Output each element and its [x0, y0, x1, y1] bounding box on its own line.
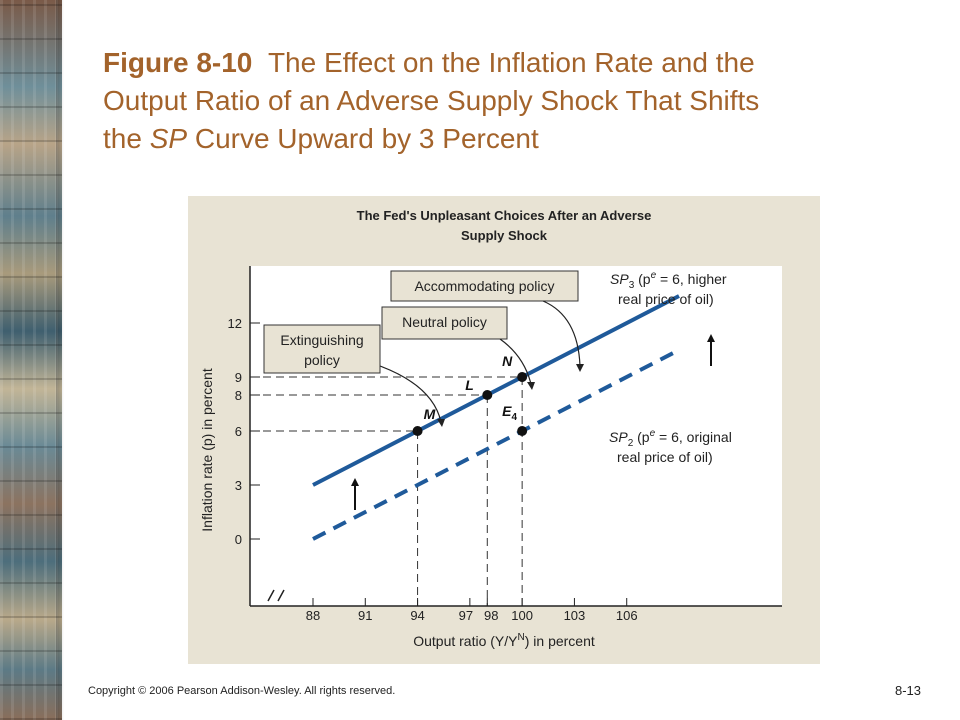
sp3-label-line-1: SP3 (pe = 6, higher — [610, 270, 727, 291]
y-tick-label: 9 — [235, 370, 242, 385]
point-l — [482, 390, 493, 400]
axis-labels: Output ratio (Y/YN) in percent Inflation … — [199, 368, 595, 649]
accommodating-callout-text: Accommodating policy — [414, 278, 554, 294]
figure-number: Figure 8-10 — [103, 47, 253, 78]
x-tick-label: 106 — [616, 608, 638, 623]
sp3-label-superscript: e — [651, 270, 657, 281]
y-tick-label: 12 — [228, 316, 242, 331]
accommodating-callout-box — [390, 270, 579, 302]
title-line-3-post: Curve Upward by 3 Percent — [187, 123, 539, 154]
neutral-pointer-path — [499, 338, 532, 385]
slide-title: Figure 8-10 The Effect on the Inflation … — [103, 44, 903, 158]
title-line-3: the SP Curve Upward by 3 Percent — [103, 120, 903, 158]
y-tick-label: 6 — [235, 424, 242, 439]
x-axis-label-superscript: N — [518, 632, 525, 643]
neutral-pointer-head — [527, 382, 535, 390]
copyright-footer: Copyright © 2006 Pearson Addison-Wesley.… — [88, 685, 396, 697]
x-tick-label: 88 — [306, 608, 320, 623]
plot-area — [250, 266, 782, 606]
sp3-label-text-end: = 6, higher — [656, 271, 727, 287]
sp2-label-sp: SP — [609, 429, 628, 445]
x-tick-label: 94 — [410, 608, 424, 623]
figure-panel: The Fed's Unpleasant Choices After an Ad… — [188, 196, 820, 664]
point-e — [517, 426, 528, 436]
axis-break-mark-2 — [277, 589, 285, 602]
extinguishing-callout-box — [263, 324, 381, 374]
sp2-label-line-2: real price of oil) — [617, 449, 713, 465]
point-label-n: N — [502, 353, 513, 369]
y-tick-label: 8 — [235, 388, 242, 403]
y-tick-label: 3 — [235, 478, 242, 493]
axis-break-mark-1 — [267, 589, 275, 602]
x-axis-label-end: ) in percent — [525, 633, 595, 649]
point-label-l: L — [465, 377, 474, 393]
y-axis-label: Inflation rate (p) in percent — [199, 368, 215, 532]
shift-arrow-right-head — [707, 334, 715, 342]
tick-labels: 88 91 94 97 98 100 103 106 0 3 6 8 9 12 — [228, 316, 638, 623]
sp3-label-subscript: 3 — [629, 280, 635, 291]
sp2-label-subscript: 2 — [628, 438, 634, 449]
decorative-quilt-border — [0, 0, 62, 720]
shift-arrows — [351, 334, 715, 510]
y-tick-label: 0 — [235, 532, 242, 547]
x-tick-label: 98 — [484, 608, 498, 623]
series-lines — [312, 294, 680, 541]
policy-callouts: Accommodating policy Neutral policy Exting… — [263, 270, 584, 427]
title-line-2: Output Ratio of an Adverse Supply Shock … — [103, 85, 760, 116]
page-number: 8-13 — [895, 683, 922, 698]
sp2-label-text-end: = 6, original — [655, 429, 732, 445]
x-tick-label: 91 — [358, 608, 372, 623]
title-line-3-italic: SP — [149, 123, 188, 154]
accommodating-pointer-path — [542, 300, 581, 367]
x-tick-label: 103 — [564, 608, 586, 623]
title-line-1-text: The Effect on the Inflation Rate and the — [267, 47, 755, 78]
title-line-1: Figure 8-10 The Effect on the Inflation … — [103, 44, 903, 82]
neutral-callout-box — [381, 306, 508, 340]
point-n — [517, 372, 528, 382]
x-axis-label: Output ratio (Y/YN) in percent — [413, 632, 595, 649]
point-label-m: M — [424, 406, 436, 422]
shift-arrow-left-head — [351, 478, 359, 486]
title-line-3-pre: the — [103, 123, 150, 154]
point-m — [412, 426, 423, 436]
neutral-callout-text: Neutral policy — [402, 314, 487, 330]
extinguishing-callout-text: policy — [304, 352, 340, 368]
guide-lines — [250, 376, 523, 606]
sp3-label-text: (p — [634, 271, 651, 287]
extinguishing-callout-text: Extinguishing — [280, 332, 363, 348]
sp2-label-line-1: SP2 (pe = 6, original — [609, 428, 732, 449]
point-label-subscript: 4 — [511, 412, 517, 423]
sp2-label-text: (p — [633, 429, 650, 445]
x-tick-label: 97 — [459, 608, 473, 623]
chart-title-line-1: The Fed's Unpleasant Choices After an Ad… — [357, 208, 652, 223]
x-tick-label: 100 — [511, 608, 533, 623]
quilt-border-shadow — [56, 0, 64, 720]
chart-svg: The Fed's Unpleasant Choices After an Ad… — [188, 196, 820, 664]
accommodating-pointer-head — [576, 364, 584, 372]
extinguishing-pointer-path — [379, 365, 442, 423]
chart-title-line-2: Supply Shock — [461, 228, 548, 243]
sp3-curve — [312, 294, 680, 487]
sp2-label-superscript: e — [650, 428, 656, 439]
sp3-label-line-2: real price of oil) — [618, 291, 714, 307]
extinguishing-pointer-head — [437, 419, 445, 427]
sp3-label-sp: SP — [610, 271, 629, 287]
